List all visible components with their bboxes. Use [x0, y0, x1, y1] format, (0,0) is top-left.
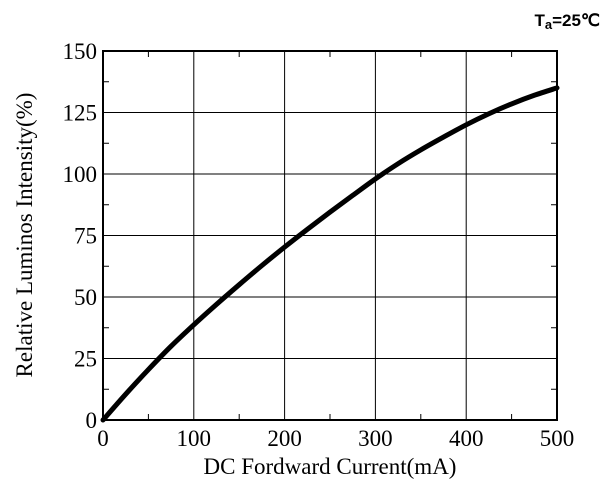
plot-frame: [102, 50, 558, 421]
y-tick-labels: 0 25 50 75 100 125 150: [63, 39, 98, 433]
condition-symbol: T: [534, 11, 545, 30]
y-tick-label: 50: [74, 285, 97, 310]
y-tick-label: 125: [63, 101, 98, 126]
y-tick-label: 150: [63, 39, 98, 64]
y-tick-label: 25: [74, 347, 97, 372]
y-tick-label: 75: [74, 224, 97, 249]
series-line: [100, 85, 560, 423]
condition-value: =25: [552, 11, 581, 30]
x-tick-labels: 0 100 200 300 400 500: [97, 426, 574, 451]
x-tick-label: 300: [358, 426, 393, 451]
y-tick-label: 100: [63, 162, 98, 187]
x-tick-label: 400: [449, 426, 484, 451]
x-tick-label: 500: [540, 426, 575, 451]
y-axis-title: Relative Luminos Intensity(%): [12, 93, 37, 378]
condition-unit: ℃: [581, 11, 600, 30]
y-tick-label: 0: [86, 408, 98, 433]
grid: [102, 50, 558, 421]
x-tick-label: 100: [177, 426, 212, 451]
x-tick-label: 0: [97, 426, 109, 451]
x-tick-label: 200: [267, 426, 302, 451]
x-axis-title: DC Fordward Current(mA): [204, 454, 457, 479]
temperature-condition: Ta=25℃: [534, 11, 600, 32]
condition-subscript: a: [545, 17, 553, 32]
